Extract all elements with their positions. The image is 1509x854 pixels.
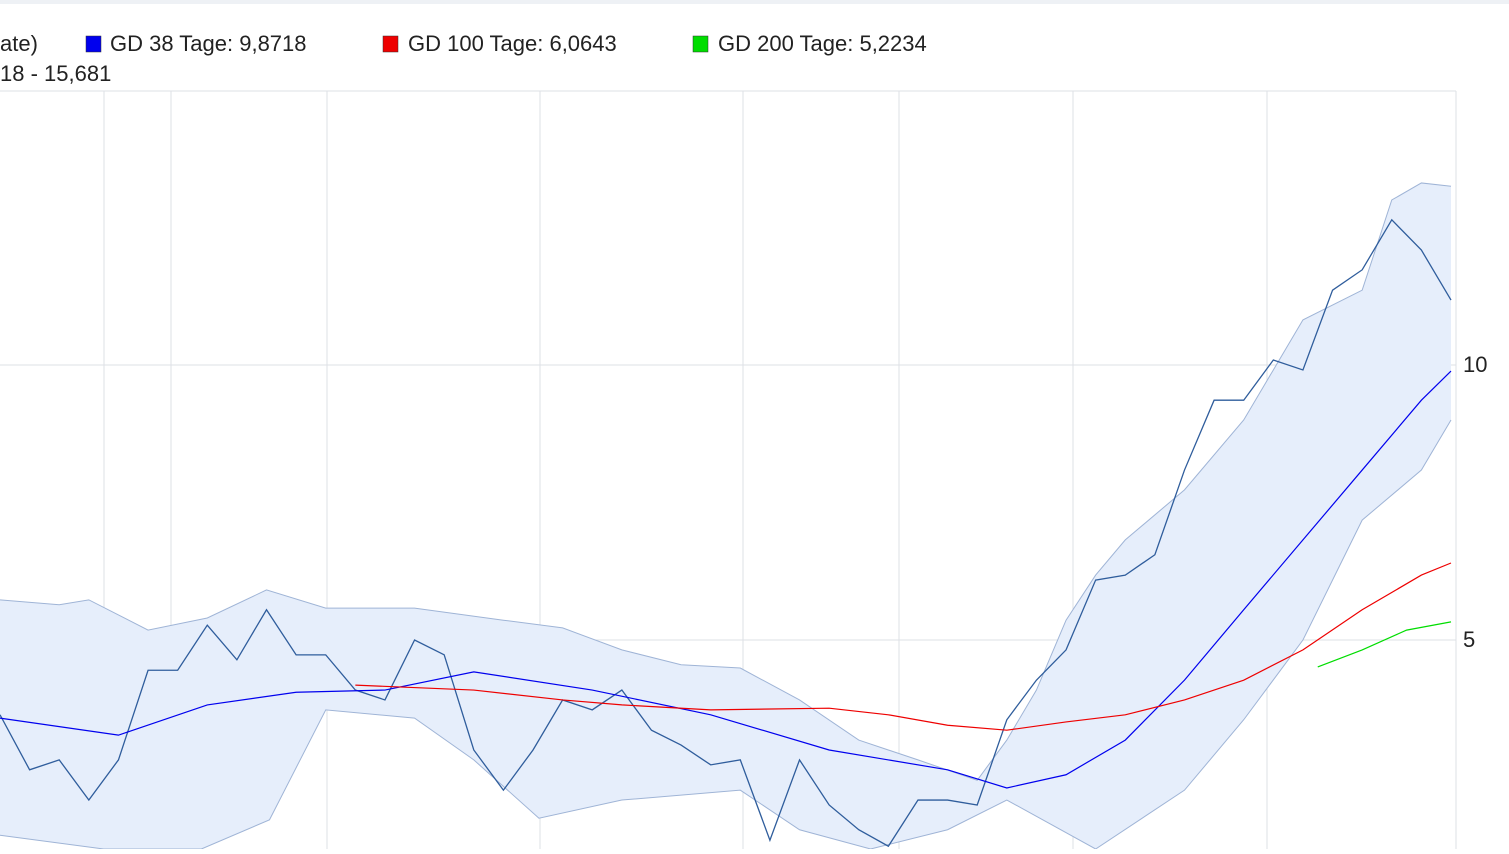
- vertical-grid: [103, 91, 1268, 849]
- legend-swatch: [85, 35, 102, 53]
- legend-label: GD 38 Tage: 9,8718: [110, 31, 307, 56]
- plot-area: [0, 182, 1456, 849]
- band-line: [0, 419, 1452, 849]
- legend-swatch: [382, 35, 399, 53]
- series-line: [1317, 621, 1452, 668]
- series-line: [355, 562, 1452, 731]
- legend-label: GD 200 Tage: 5,2234: [718, 31, 927, 56]
- legend-label: GD 100 Tage: 6,0643: [408, 31, 617, 56]
- band-area: [0, 182, 1451, 849]
- series-line: [0, 370, 1452, 789]
- range-text: 18 - 15,681: [0, 61, 111, 86]
- y-tick-label: 10: [1463, 352, 1487, 377]
- y-tick-label: 5: [1463, 627, 1475, 652]
- legend-swatch: [692, 35, 709, 53]
- top-bar: [0, 0, 1509, 4]
- series-line: [0, 218, 1452, 848]
- legend-text: ate): [0, 31, 38, 56]
